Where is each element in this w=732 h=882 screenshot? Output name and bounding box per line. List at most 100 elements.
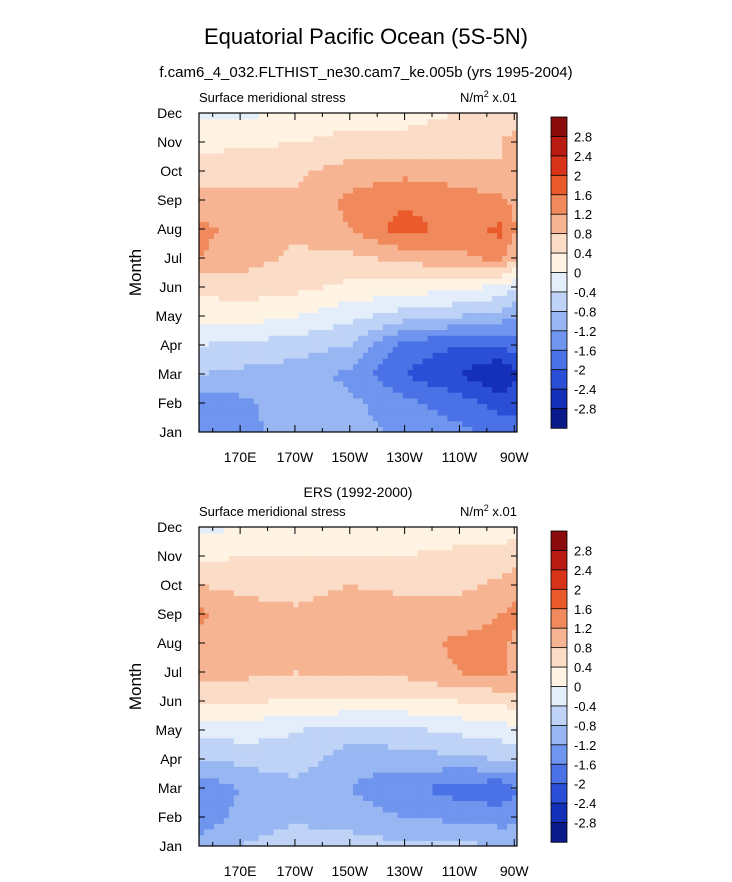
- contour-cell: [253, 226, 260, 234]
- contour-cell: [343, 771, 349, 779]
- contour-cell: [402, 169, 409, 177]
- contour-cell: [288, 409, 295, 416]
- contour-cell: [263, 130, 270, 137]
- contour-cell: [477, 340, 483, 348]
- contour-cell: [472, 118, 478, 125]
- contour-cell: [338, 403, 344, 410]
- contour-cell: [447, 266, 454, 274]
- contour-cell: [427, 192, 434, 200]
- contour-cell: [392, 249, 399, 257]
- contour-cell: [278, 840, 285, 846]
- contour-cell: [387, 244, 394, 251]
- contour-cell: [313, 323, 319, 331]
- contour-cell: [442, 737, 449, 745]
- contour-cell: [353, 823, 359, 830]
- contour-cell: [308, 754, 314, 762]
- contour-cell: [512, 811, 517, 819]
- contour-cell: [442, 295, 449, 302]
- contour-cell: [248, 414, 255, 422]
- contour-cell: [208, 306, 215, 313]
- contour-cell: [462, 806, 468, 813]
- contour-cell: [402, 375, 409, 382]
- contour-cell: [258, 386, 265, 393]
- contour-cell: [263, 187, 270, 194]
- contour-cell: [432, 164, 439, 171]
- contour-cell: [208, 363, 215, 370]
- contour-cell: [258, 743, 265, 750]
- contour-cell: [467, 181, 473, 188]
- contour-cell: [203, 329, 210, 336]
- contour-cell: [353, 732, 359, 739]
- contour-cell: [472, 141, 478, 148]
- contour-cell: [348, 375, 354, 382]
- contour-cell: [422, 743, 429, 750]
- contour-cell: [308, 834, 314, 841]
- contour-cell: [303, 732, 309, 739]
- contour-cell: [397, 743, 404, 750]
- contour-cell: [367, 147, 374, 154]
- contour-cell: [228, 749, 235, 756]
- contour-cell: [482, 209, 488, 217]
- contour-cell: [343, 141, 349, 148]
- contour-cell: [313, 726, 319, 733]
- contour-cell: [487, 124, 493, 131]
- contour-cell: [298, 335, 304, 342]
- contour-cell: [288, 743, 295, 750]
- contour-cell: [367, 329, 374, 336]
- contour-cell: [199, 352, 205, 359]
- contour-cell: [323, 181, 329, 188]
- contour-cell: [497, 295, 503, 302]
- contour-cell: [298, 135, 304, 143]
- contour-cell: [417, 817, 424, 824]
- contour-cell: [308, 135, 314, 143]
- contour-cell: [467, 244, 473, 251]
- contour-cell: [367, 817, 374, 824]
- contour-cell: [293, 198, 299, 205]
- contour-cell: [343, 255, 349, 262]
- contour-cell: [303, 323, 309, 331]
- contour-cell: [432, 226, 439, 234]
- contour-cell: [223, 141, 230, 148]
- contour-cell: [427, 266, 434, 274]
- contour-cell: [208, 244, 215, 251]
- contour-cell: [313, 409, 319, 416]
- contour-cell: [228, 777, 235, 784]
- contour-cell: [233, 369, 240, 376]
- contour-cell: [482, 221, 488, 228]
- contour-cell: [268, 283, 275, 291]
- contour-cell: [223, 840, 230, 846]
- contour-cell: [199, 806, 205, 813]
- contour-cell: [392, 113, 399, 120]
- contour-cell: [258, 749, 265, 756]
- contour-cell: [422, 198, 429, 205]
- contour-cell: [358, 743, 364, 750]
- contour-cell: [372, 817, 379, 824]
- contour-cell: [258, 266, 265, 274]
- contour-cell: [477, 834, 483, 841]
- contour-cell: [233, 124, 240, 131]
- contour-cell: [278, 375, 285, 382]
- contour-cell: [437, 278, 444, 285]
- contour-cell: [427, 187, 434, 194]
- contour-cell: [348, 266, 354, 274]
- contour-cell: [313, 283, 319, 291]
- contour-cell: [293, 278, 299, 285]
- contour-cell: [482, 403, 488, 410]
- contour-cell: [447, 198, 454, 205]
- contour-cell: [248, 783, 255, 790]
- contour-cell: [263, 169, 270, 177]
- contour-cell: [348, 204, 354, 211]
- contour-cell: [407, 840, 414, 846]
- contour-cell: [482, 329, 488, 336]
- contour-cell: [203, 375, 210, 382]
- contour-cell: [412, 164, 419, 171]
- contour-cell: [382, 187, 389, 194]
- contour-cell: [208, 318, 215, 325]
- contour-cell: [367, 743, 374, 750]
- contour-cell: [323, 806, 329, 813]
- contour-cell: [238, 346, 245, 353]
- contour-cell: [288, 306, 295, 313]
- contour-cell: [487, 811, 493, 819]
- contour-cell: [353, 420, 359, 427]
- contour-cell: [397, 335, 404, 342]
